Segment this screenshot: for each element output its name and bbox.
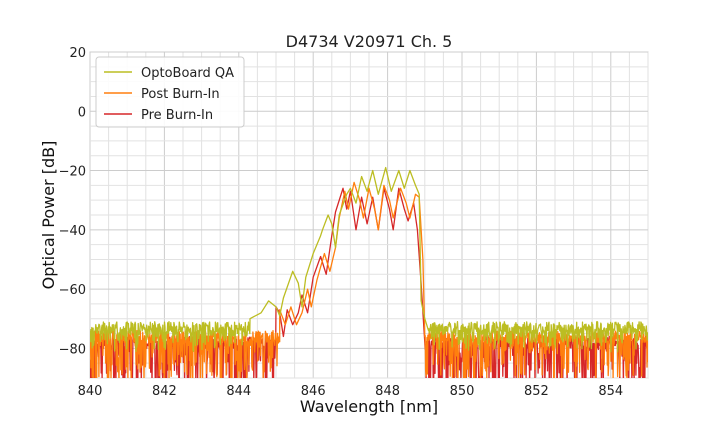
y-tick-label: 20	[69, 46, 86, 61]
x-tick-label: 848	[375, 384, 400, 399]
legend-label: OptoBoard QA	[141, 66, 234, 81]
y-tick-label: −80	[59, 342, 86, 357]
x-tick-label: 850	[450, 384, 475, 399]
series-line	[90, 166, 648, 353]
legend-box	[95, 56, 245, 128]
series-group	[90, 166, 648, 378]
x-tick-label: 854	[598, 384, 623, 399]
x-axis-label: Wavelength [nm]	[300, 397, 438, 416]
legend: OptoBoard QA Post Burn-In Pre Burn-In	[95, 56, 245, 128]
x-tick-label: 846	[301, 384, 326, 399]
y-tick-label: −60	[59, 283, 86, 298]
x-tick-label: 840	[78, 384, 103, 399]
y-axis-label: Optical Power [dB]	[39, 141, 58, 290]
legend-label: Post Burn-In	[141, 87, 220, 102]
y-tick-label: −40	[59, 224, 86, 239]
y-tick-label: 0	[78, 105, 86, 120]
y-axis-ticks: 20 0 −20 −40 −60 −80	[59, 46, 86, 357]
x-tick-label: 852	[524, 384, 549, 399]
chart-title: D4734 V20971 Ch. 5	[286, 32, 453, 51]
legend-label: Pre Burn-In	[141, 108, 213, 123]
y-tick-label: −20	[59, 165, 86, 180]
x-axis-ticks: 840 842 844 846 848 850 852 854	[78, 384, 624, 399]
x-tick-label: 842	[152, 384, 177, 399]
x-tick-label: 844	[226, 384, 251, 399]
